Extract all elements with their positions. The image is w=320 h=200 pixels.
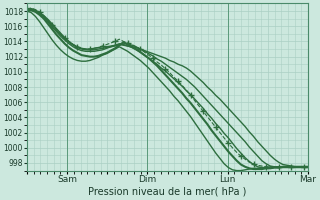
X-axis label: Pression niveau de la mer( hPa ): Pression niveau de la mer( hPa ): [88, 187, 247, 197]
